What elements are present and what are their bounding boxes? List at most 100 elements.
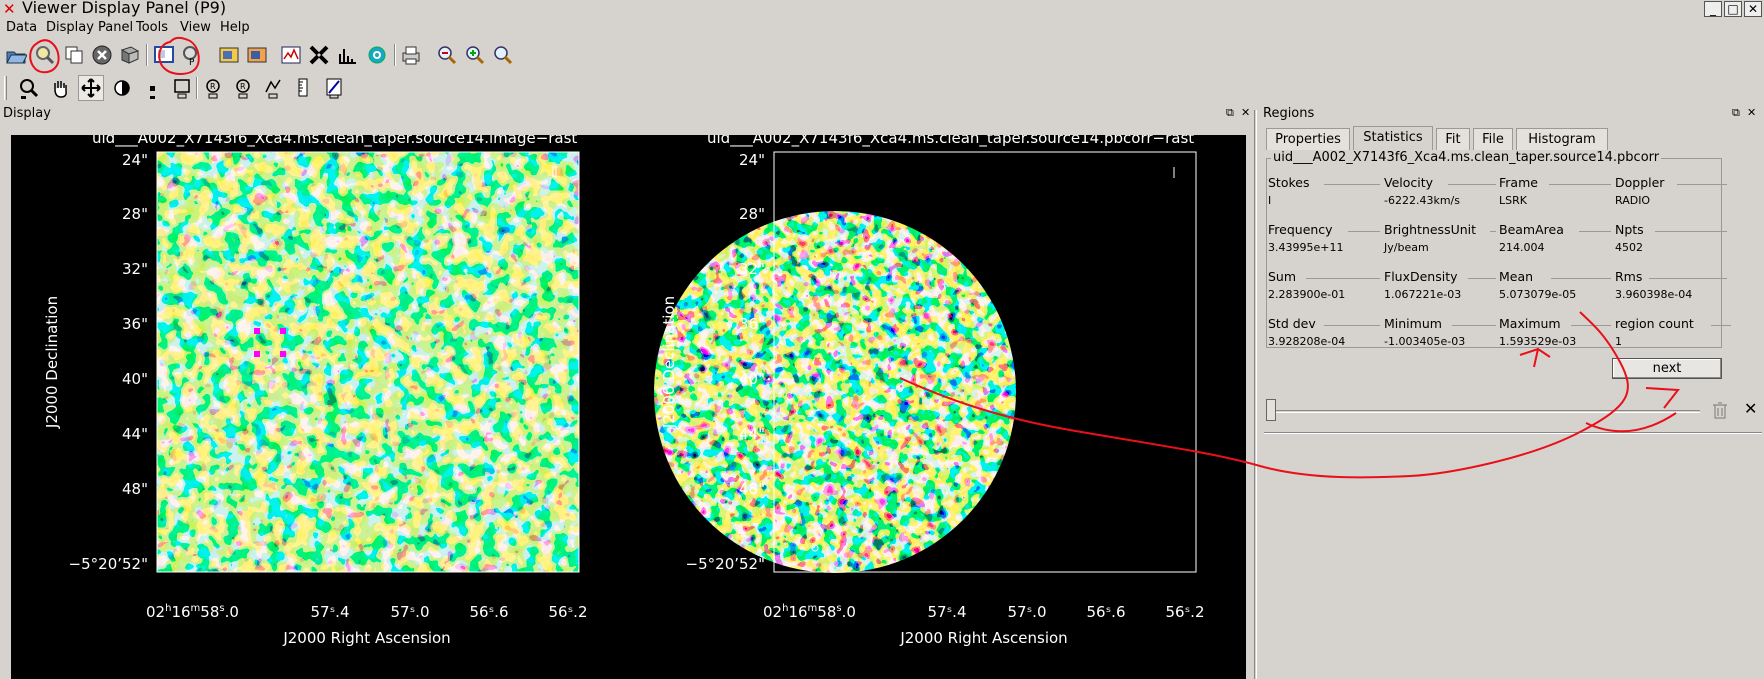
dock-float-icon[interactable]: ⧉ [1732, 106, 1740, 119]
svg-text:R: R [210, 82, 216, 91]
left-region-marker[interactable] [254, 328, 286, 357]
panel-divider [1264, 432, 1762, 434]
right-x-axis-label: J2000 Right Ascension [899, 629, 1067, 647]
toolbar-grip[interactable] [4, 76, 7, 100]
fit-icon[interactable] [364, 42, 390, 68]
panel-p-icon[interactable] [151, 42, 177, 68]
shape-icon[interactable] [306, 42, 332, 68]
zoom-out-icon[interactable] [434, 42, 460, 68]
trash-icon[interactable] [1710, 401, 1730, 419]
y-tick: 44" [122, 425, 148, 443]
load-image-icon[interactable] [244, 42, 270, 68]
stat-mean: Mean 5.073079e-05 [1499, 269, 1611, 301]
open-icon[interactable] [3, 42, 29, 68]
right-x-tick-first: 02h16m58s.0 [763, 603, 856, 621]
y-tick: 36" [739, 315, 765, 333]
point-tool-icon[interactable] [139, 75, 165, 101]
regions-dock-title: Regions [1263, 106, 1315, 121]
histogram-icon[interactable] [334, 42, 360, 68]
title-bar: ✕ Viewer Display Panel (P9) _ □ ✕ [0, 0, 1764, 18]
positionvelocity-tool-icon[interactable] [321, 75, 347, 101]
left-beam-marker [552, 166, 557, 178]
polygon-tool-icon[interactable]: R [230, 75, 256, 101]
save-image-icon[interactable] [216, 42, 242, 68]
svg-text:R: R [240, 82, 246, 91]
dock-splitter[interactable] [1254, 110, 1257, 679]
stat-brightnessunit: BrightnessUnit Jy/beam [1384, 222, 1496, 254]
zoom-in-icon[interactable] [462, 42, 488, 68]
region-slider-track[interactable] [1270, 410, 1700, 413]
new-panel-icon[interactable] [61, 42, 87, 68]
menu-tools[interactable]: Tools [136, 20, 169, 35]
statistics-group-title: uid___A002_X7143f6_Xca4.ms.clean_taper.s… [1271, 150, 1662, 165]
left-x-axis-label: J2000 Right Ascension [282, 629, 450, 647]
stat-rms: Rms 3.960398e-04 [1615, 269, 1727, 301]
menu-display-panel[interactable]: Display Panel [46, 20, 134, 35]
zoom-tool-icon[interactable] [16, 75, 42, 101]
right-raster-image[interactable] [654, 211, 1016, 573]
y-tick: 40" [739, 370, 765, 388]
adjust-icon[interactable] [32, 42, 58, 68]
left-x-tick-first: 02h16m58s.0 [146, 603, 239, 621]
tab-statistics[interactable]: Statistics [1353, 126, 1433, 151]
move-tool-icon[interactable] [78, 75, 104, 101]
zoom-fit-icon[interactable] [490, 42, 516, 68]
right-y-ticks: 24" 28" 32" 36" 40" 44" 48" −5°20’52" [686, 151, 765, 573]
left-y-axis-label: J2000 Declination [43, 296, 61, 429]
stat-maximum: Maximum 1.593529e-03 [1499, 316, 1611, 348]
rectangle-tool-icon[interactable] [169, 75, 195, 101]
x-tick: 57ˢ.4 [928, 603, 967, 621]
y-tick: −5°20’52" [686, 555, 765, 573]
stat-doppler: Doppler RADIO [1615, 175, 1727, 207]
maximize-button[interactable]: □ [1724, 1, 1742, 17]
next-button[interactable]: next [1612, 358, 1722, 379]
y-tick: 28" [739, 205, 765, 223]
region-slider-handle[interactable] [1266, 399, 1276, 421]
x-tick: 56ˢ.6 [1087, 603, 1126, 621]
dock-close-icon[interactable]: ✕ [1747, 106, 1757, 119]
menu-view[interactable]: View [180, 20, 211, 35]
ellipse-tool-icon[interactable]: R [200, 75, 226, 101]
statistics-group: uid___A002_X7143f6_Xca4.ms.clean_taper.s… [1266, 150, 1731, 348]
menu-help[interactable]: Help [220, 20, 250, 35]
menu-data[interactable]: Data [6, 20, 38, 35]
toolbar-separator [146, 44, 148, 66]
svg-text:P: P [189, 58, 195, 66]
right-y-axis-label: J2000 Declination [660, 296, 678, 429]
close-button[interactable]: ✕ [1744, 1, 1762, 17]
unload-icon[interactable] [117, 42, 143, 68]
regions-dock-header: Regions ⧉ ✕ [1260, 105, 1764, 123]
dock-close-icon[interactable]: ✕ [1241, 106, 1251, 119]
tab-properties[interactable]: Properties [1266, 128, 1350, 150]
y-tick: 44" [739, 425, 765, 443]
polyline-tool-icon[interactable] [260, 75, 286, 101]
contrast-tool-icon[interactable] [109, 75, 135, 101]
profile-icon[interactable] [278, 42, 304, 68]
tab-histogram[interactable]: Histogram [1516, 128, 1608, 150]
pan-tool-icon[interactable] [47, 75, 73, 101]
display-canvas[interactable]: uid___A002_X7143f6_Xca4.ms.clean_taper.s… [11, 135, 1246, 679]
stat-region-count: region count 1 [1615, 316, 1731, 348]
x-tick: 57ˢ.0 [391, 603, 430, 621]
close-panel-icon[interactable] [89, 42, 115, 68]
left-raster-image[interactable] [157, 152, 579, 572]
stat-stokes: Stokes I [1268, 175, 1380, 207]
close-icon[interactable]: ✕ [1744, 399, 1758, 418]
y-tick: −5°20’52" [69, 555, 148, 573]
left-image-title: uid___A002_X7143f6_Xca4.ms.clean_taper.s… [92, 135, 577, 148]
stat-npts: Npts 4502 [1615, 222, 1727, 254]
dock-float-icon[interactable]: ⧉ [1226, 106, 1234, 119]
regions-panel: Properties Statistics Fit File Histogram… [1260, 112, 1764, 679]
right-beam-ellipse [811, 544, 819, 552]
ruler-tool-icon[interactable] [290, 75, 316, 101]
tab-file[interactable]: File [1473, 128, 1513, 150]
x-tick: 56ˢ.2 [549, 603, 588, 621]
left-frame [156, 151, 580, 573]
tab-fit[interactable]: Fit [1436, 128, 1470, 150]
y-tick: 24" [739, 151, 765, 169]
y-tick: 28" [122, 205, 148, 223]
print-icon[interactable] [398, 42, 424, 68]
minimize-button[interactable]: _ [1704, 1, 1722, 17]
panel-settings-icon[interactable]: P [178, 42, 204, 68]
